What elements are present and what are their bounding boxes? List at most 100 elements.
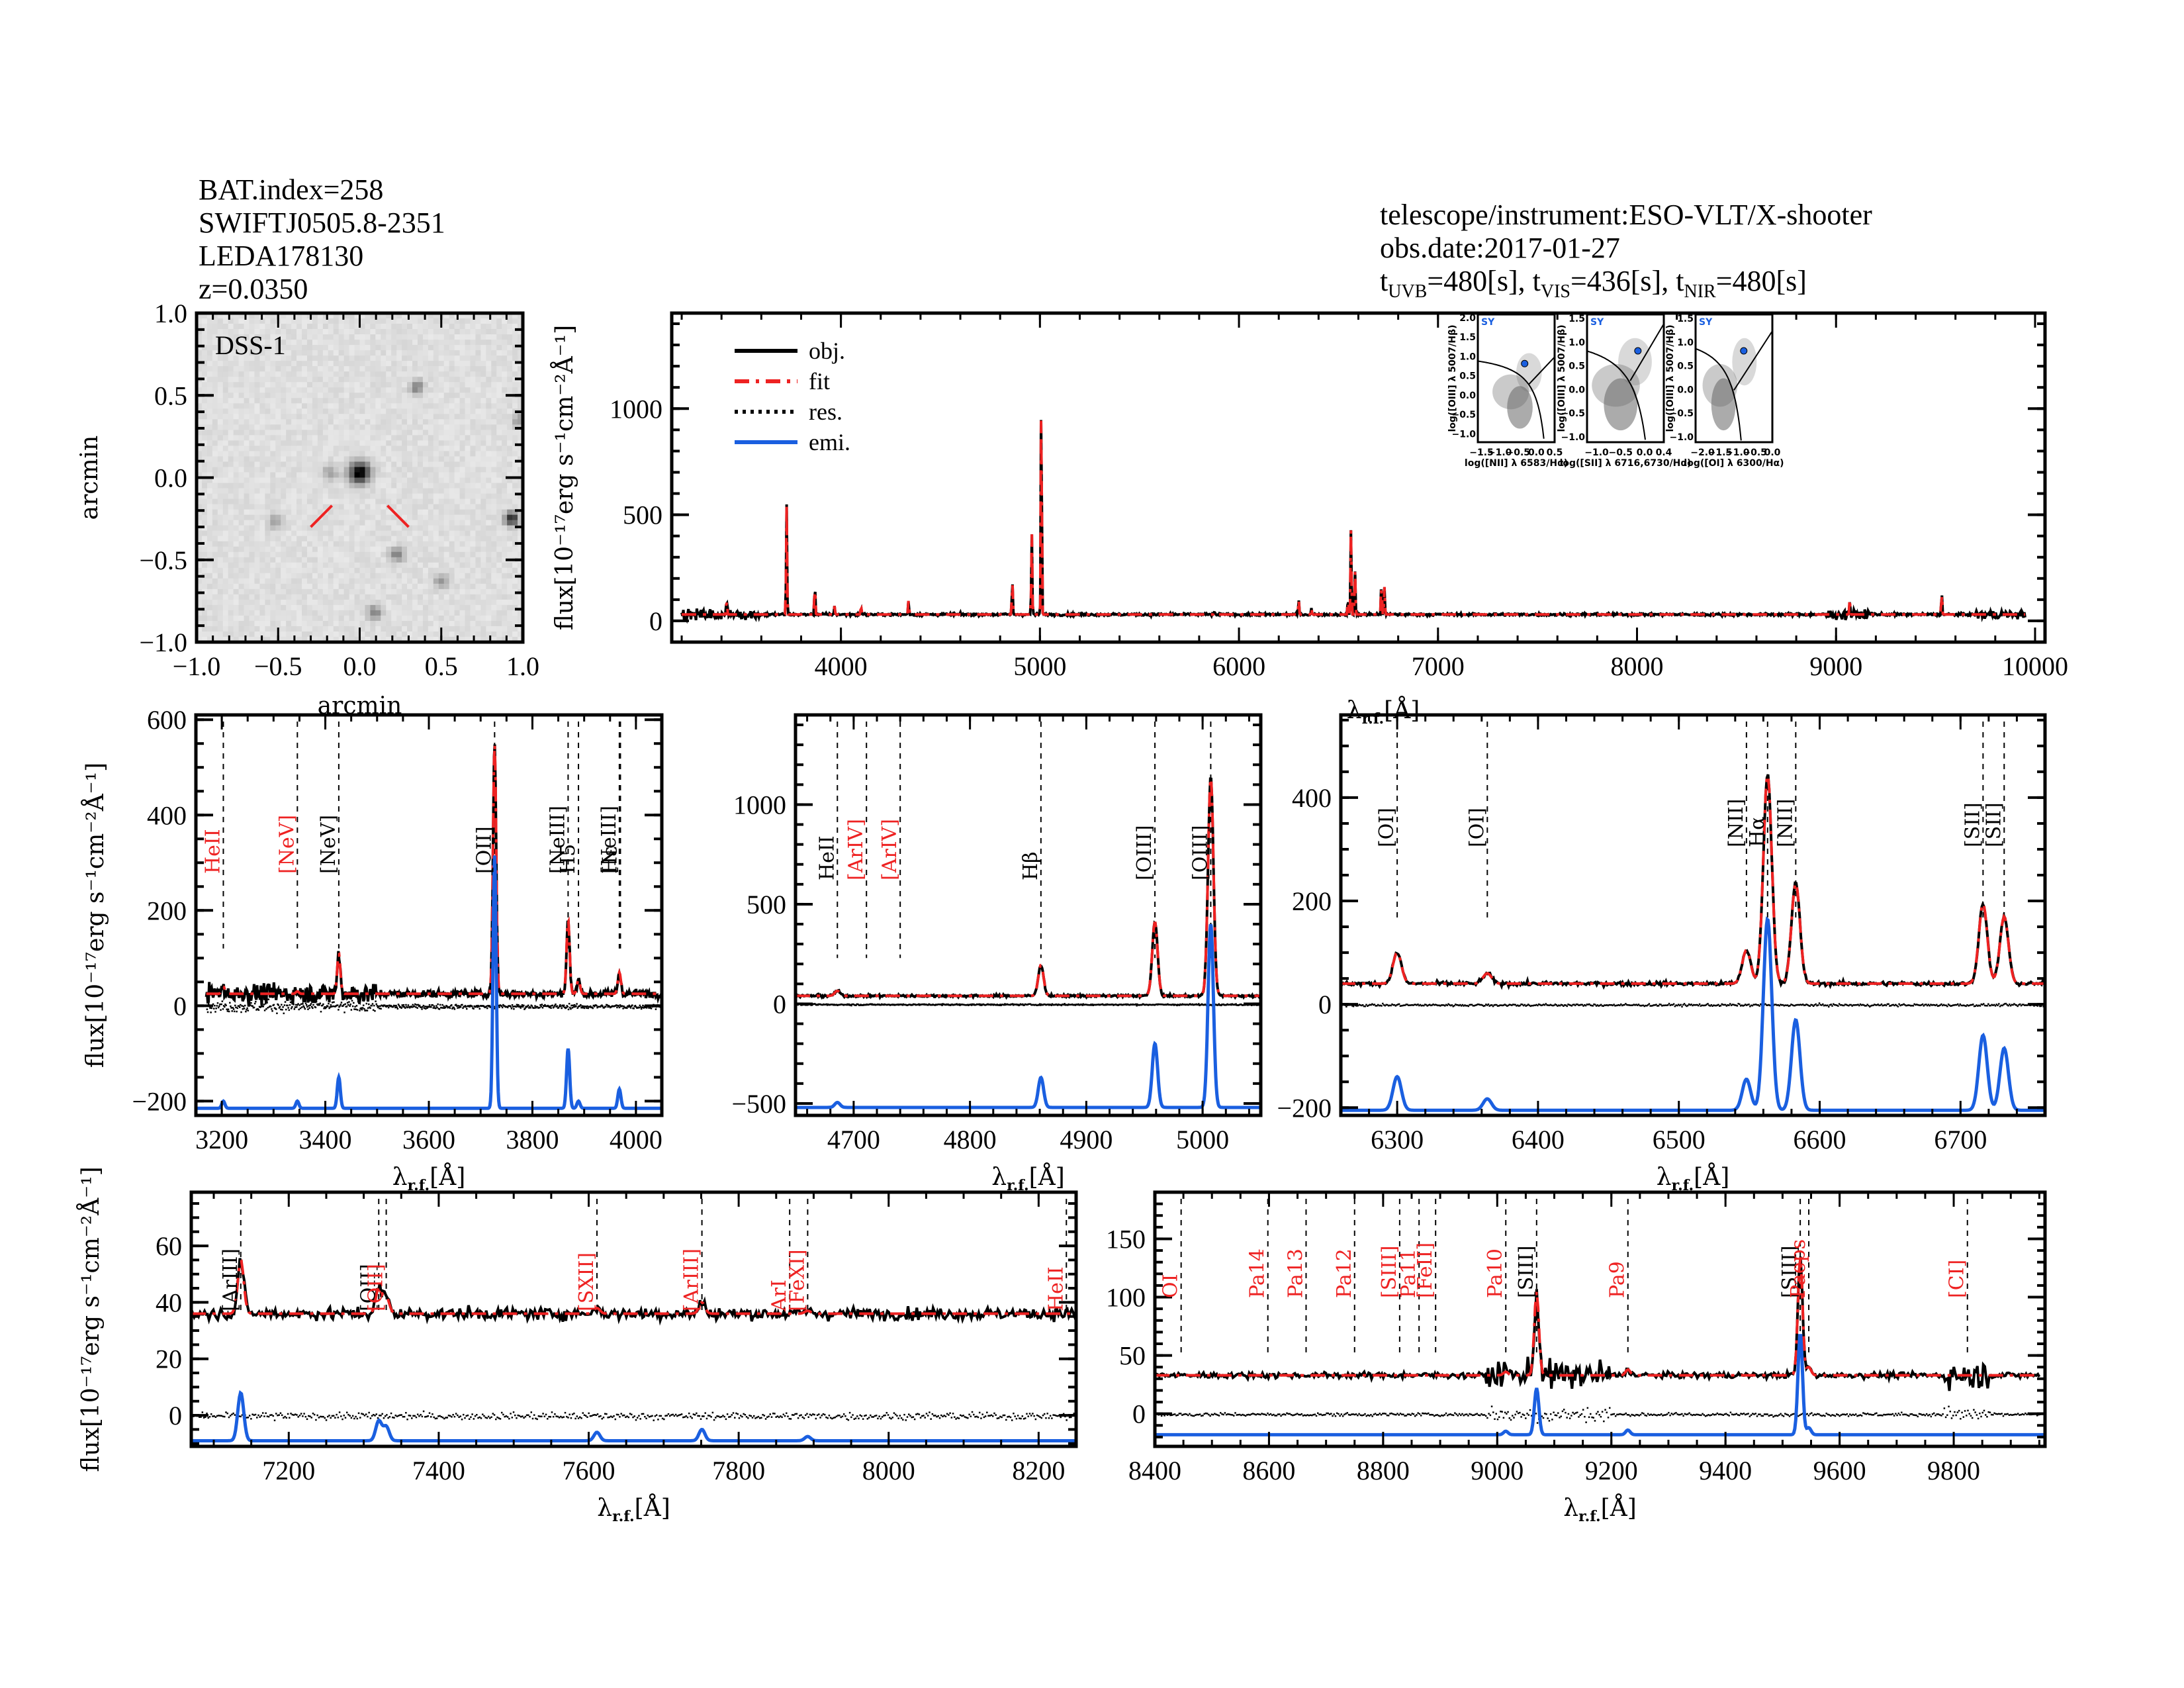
image-pixel	[338, 567, 345, 574]
image-pixel	[238, 488, 245, 494]
image-pixel	[265, 313, 271, 319]
image-pixel	[391, 414, 397, 420]
image-pixel	[286, 551, 292, 558]
image-pixel	[197, 345, 203, 351]
image-pixel	[407, 440, 413, 447]
image-pixel	[228, 504, 234, 510]
image-pixel	[475, 498, 481, 505]
image-pixel	[433, 371, 439, 377]
image-pixel	[317, 393, 324, 399]
image-pixel	[270, 424, 276, 430]
image-pixel	[328, 355, 334, 361]
image-pixel	[518, 504, 523, 510]
image-pixel	[512, 562, 518, 569]
image-pixel	[512, 567, 518, 574]
image-pixel	[396, 366, 402, 372]
image-pixel	[480, 578, 486, 585]
image-pixel	[286, 599, 292, 606]
residual-point	[344, 1003, 346, 1006]
image-pixel	[428, 504, 434, 510]
image-pixel	[412, 525, 418, 532]
image-pixel	[270, 615, 276, 622]
image-pixel	[370, 382, 376, 388]
image-pixel	[507, 361, 513, 367]
image-pixel	[365, 573, 371, 579]
image-pixel	[449, 451, 455, 457]
image-pixel	[449, 440, 455, 447]
image-pixel	[454, 610, 461, 616]
image-pixel	[396, 626, 402, 632]
image-pixel	[354, 583, 361, 590]
image-pixel	[459, 498, 466, 505]
image-pixel	[291, 329, 297, 335]
image-pixel	[244, 493, 250, 500]
image-pixel	[365, 398, 371, 404]
image-pixel	[322, 551, 329, 558]
image-pixel	[454, 557, 461, 563]
image-pixel	[291, 588, 297, 595]
image-pixel	[302, 361, 308, 367]
image-pixel	[438, 419, 445, 425]
image-pixel	[428, 403, 434, 409]
image-pixel	[217, 451, 224, 457]
image-pixel	[254, 366, 261, 372]
image-pixel	[454, 588, 461, 595]
image-pixel	[233, 445, 240, 452]
image-pixel	[201, 588, 208, 595]
image-pixel	[338, 340, 345, 346]
image-pixel	[343, 520, 350, 526]
image-pixel	[206, 504, 213, 510]
image-pixel	[349, 536, 355, 542]
image-pixel	[454, 483, 461, 489]
residual-point	[570, 1008, 572, 1010]
residual-point	[339, 1005, 341, 1007]
image-pixel	[491, 604, 497, 611]
seyfert-liner-line	[1733, 330, 1773, 391]
image-pixel	[407, 408, 413, 414]
image-pixel	[328, 557, 334, 563]
image-pixel	[486, 408, 492, 414]
image-pixel	[417, 498, 424, 505]
image-pixel	[502, 530, 508, 537]
image-pixel	[197, 610, 203, 616]
image-pixel	[265, 334, 271, 340]
image-pixel	[407, 350, 413, 356]
image-pixel	[465, 483, 471, 489]
image-pixel	[507, 477, 513, 484]
image-pixel	[502, 318, 508, 324]
residual-point	[232, 1007, 234, 1009]
image-pixel	[422, 324, 429, 330]
image-pixel	[496, 620, 502, 627]
image-pixel	[333, 456, 340, 463]
image-pixel	[322, 377, 329, 383]
image-pixel	[343, 361, 350, 367]
image-pixel	[512, 604, 518, 611]
residual-point	[485, 1005, 488, 1008]
image-pixel	[412, 451, 418, 457]
image-pixel	[443, 546, 450, 553]
image-pixel	[322, 313, 329, 319]
image-pixel	[365, 456, 371, 463]
image-pixel	[306, 387, 313, 393]
image-pixel	[222, 509, 229, 516]
seyfert-liner-line	[1528, 356, 1555, 385]
image-pixel	[480, 620, 486, 627]
image-pixel	[365, 313, 371, 319]
image-pixel	[312, 318, 318, 324]
image-pixel	[233, 382, 240, 388]
image-pixel	[228, 472, 234, 479]
image-pixel	[417, 398, 424, 404]
image-pixel	[491, 520, 497, 526]
image-pixel	[396, 525, 402, 532]
image-pixel	[480, 530, 486, 537]
image-pixel	[433, 488, 439, 494]
image-pixel	[375, 530, 381, 537]
image-pixel	[222, 318, 229, 324]
image-pixel	[244, 456, 250, 463]
image-pixel	[391, 626, 397, 632]
image-pixel	[470, 488, 477, 494]
demarcation-curve	[1477, 360, 1545, 439]
image-pixel	[381, 318, 387, 324]
image-pixel	[443, 398, 450, 404]
image-pixel	[454, 435, 461, 441]
